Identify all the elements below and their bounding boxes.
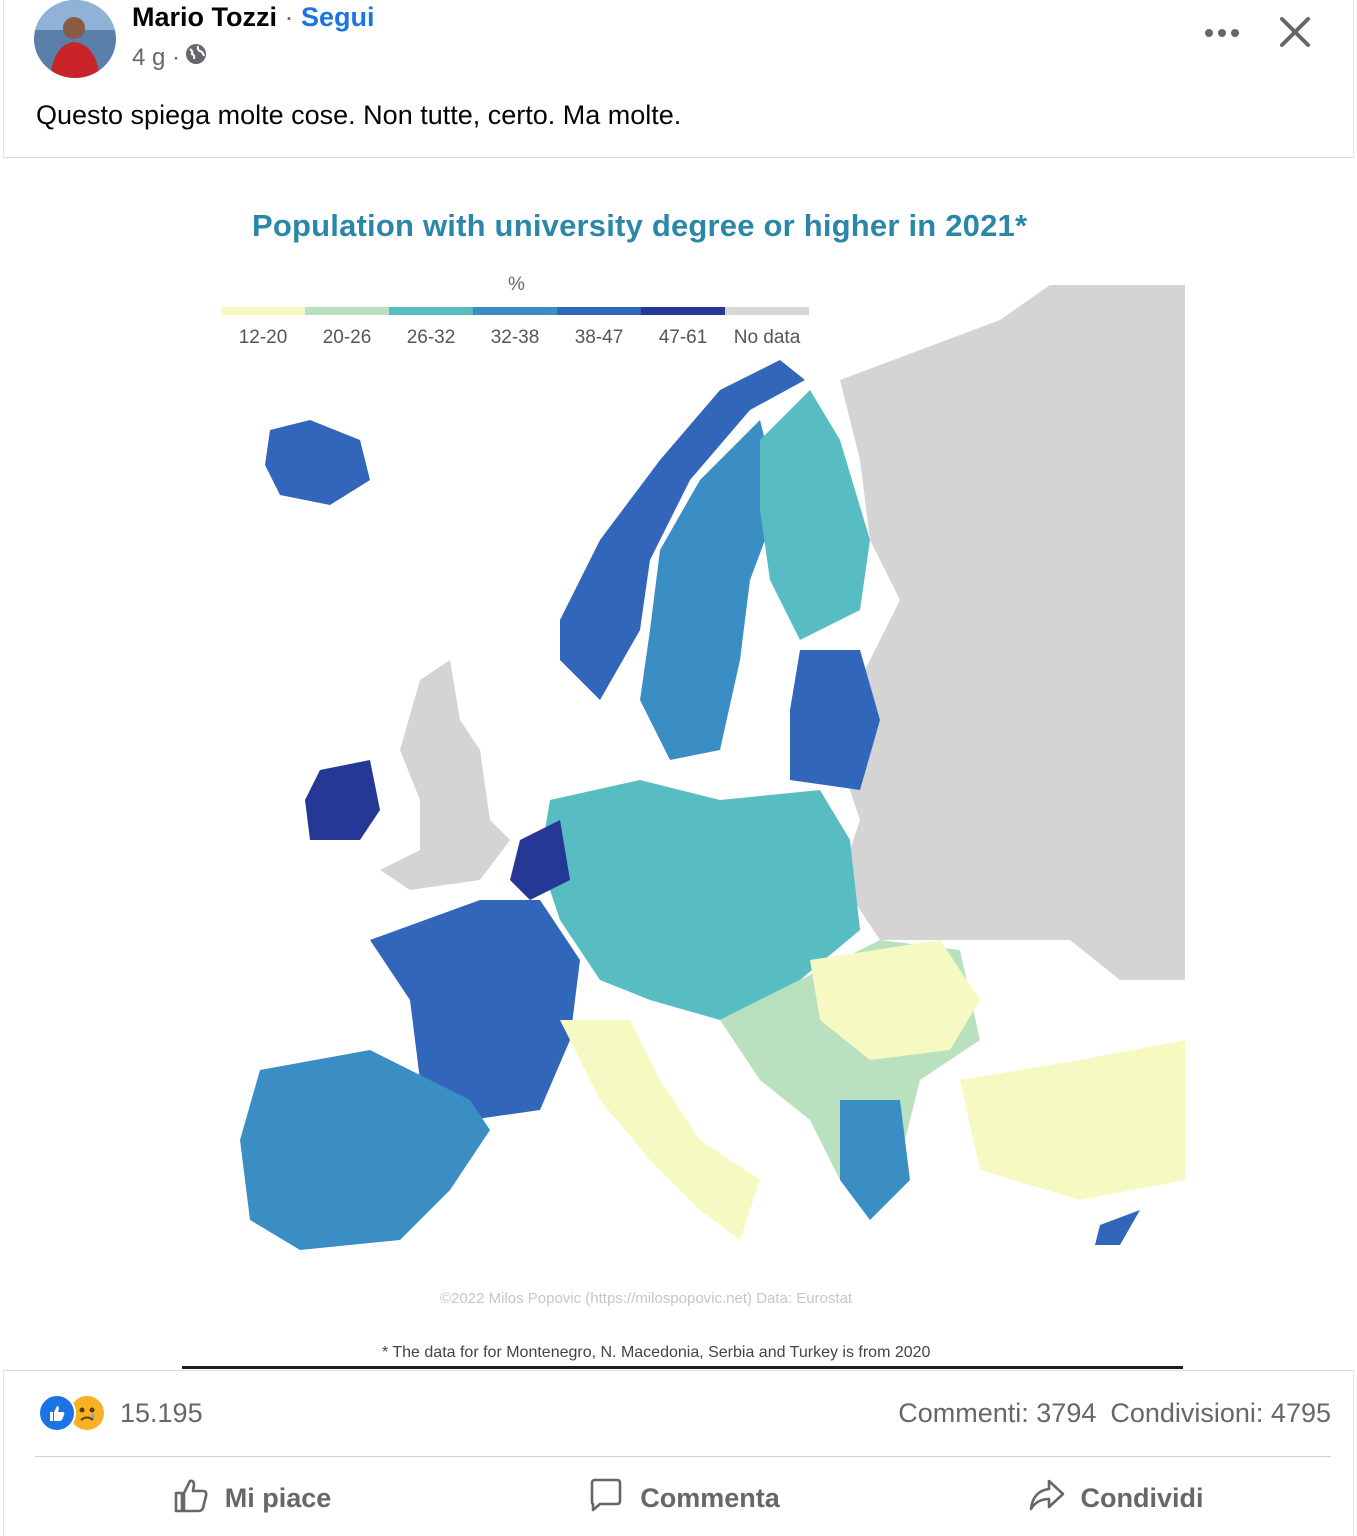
share-label: Condividi	[1080, 1482, 1204, 1513]
reactions-summary[interactable]: 15.195	[38, 1394, 203, 1432]
legend-label: 26-32	[406, 327, 456, 348]
legend-swatch-47-61	[641, 307, 725, 315]
legend-label: 12-20	[238, 327, 288, 348]
post-text: Questo spiega molte cose. Non tutte, cer…	[36, 100, 682, 130]
map-title: Population with university degree or hig…	[252, 208, 1028, 243]
comment-label: Commenta	[640, 1482, 780, 1513]
map-footnote: * The data for for Montenegro, N. Macedo…	[382, 1344, 931, 1361]
image-bottom-bar	[182, 1366, 1183, 1369]
post-meta: 4 g ·	[132, 42, 208, 73]
map-region-ireland	[305, 760, 380, 840]
map-region-norway	[560, 360, 805, 700]
map-region-france	[370, 900, 580, 1120]
legend-swatch-26-32	[389, 307, 473, 315]
like-label: Mi piace	[224, 1482, 332, 1513]
map-region-benelux	[510, 820, 570, 900]
map-region-cyprus	[1095, 1210, 1140, 1245]
map-region-sweden	[640, 420, 780, 760]
europe-map	[240, 285, 1185, 1250]
engagement-counts: Commenti: 3794 Condivisioni: 4795	[898, 1398, 1331, 1429]
like-reaction-icon	[38, 1394, 76, 1432]
post-author-line: Mario Tozzi · Segui	[132, 0, 375, 36]
share-icon	[1027, 1475, 1067, 1522]
map-region-turkey	[960, 1040, 1185, 1200]
post-time[interactable]: 4 g ·	[132, 43, 181, 71]
legend-swatch-38-47	[557, 307, 641, 315]
map-region-baltics	[790, 650, 880, 790]
legend-swatch-no-data	[725, 307, 809, 315]
comment-button[interactable]: Commenta	[467, 1462, 899, 1534]
legend-label: 38-47	[574, 327, 624, 348]
legend-swatches	[221, 307, 809, 315]
map-region-iceland	[265, 420, 370, 505]
author-name[interactable]: Mario Tozzi	[132, 2, 277, 32]
share-button[interactable]: Condividi	[899, 1462, 1331, 1534]
thumbs-up-icon	[171, 1475, 211, 1522]
map-region-finland	[760, 390, 870, 640]
map-region-east	[840, 285, 1185, 980]
legend-title: %	[508, 274, 525, 295]
globe-icon	[184, 42, 208, 73]
comment-icon	[586, 1475, 626, 1522]
legend-label: 47-61	[658, 327, 708, 348]
avatar[interactable]	[34, 0, 116, 78]
shares-count[interactable]: Condivisioni: 4795	[1110, 1398, 1331, 1428]
map-region-uk	[380, 660, 510, 890]
map-region-greece	[840, 1100, 910, 1220]
close-button[interactable]	[1270, 10, 1320, 58]
close-icon	[1279, 16, 1311, 53]
follow-button[interactable]: Segui	[301, 2, 375, 32]
like-button[interactable]: Mi piace	[35, 1462, 467, 1534]
legend-label: 20-26	[322, 327, 372, 348]
legend-labels: 12-20 20-26 26-32 32-38 38-47 47-61 No d…	[221, 327, 809, 349]
legend-swatch-20-26	[305, 307, 389, 315]
legend-label: No data	[733, 327, 801, 348]
reactions-count: 15.195	[120, 1397, 203, 1428]
legend-label: 32-38	[490, 327, 540, 348]
comments-count[interactable]: Commenti: 3794	[898, 1398, 1097, 1428]
map-credit: ©2022 Milos Popovic (https://milospopovi…	[440, 1290, 853, 1307]
post-actions: Mi piace Commenta Condividi	[35, 1462, 1331, 1534]
actions-divider	[35, 1456, 1331, 1457]
map-region-central	[540, 780, 860, 1020]
legend-swatch-12-20	[221, 307, 305, 315]
more-icon	[1204, 25, 1240, 43]
stats-divider	[3, 1370, 1354, 1371]
map-region-iberia	[240, 1050, 490, 1250]
legend-swatch-32-38	[473, 307, 557, 315]
map-region-romania	[810, 940, 980, 1060]
separator: ·	[284, 2, 294, 32]
more-options-button[interactable]	[1200, 14, 1244, 54]
map-region-italy	[560, 1020, 760, 1240]
